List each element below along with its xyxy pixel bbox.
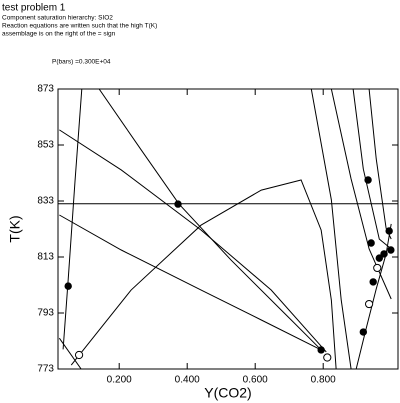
reaction-curve (310, 89, 352, 369)
invariant-point (369, 278, 377, 286)
x-tick-label: 0.400 (175, 375, 200, 386)
x-tick-label: 0.600 (243, 375, 268, 386)
invariant-point (373, 263, 382, 273)
annotation: P(bars) =0.300E+04 (52, 59, 111, 66)
subtitle: Reaction equations are written such that… (2, 23, 157, 30)
invariant-point (385, 227, 393, 235)
invariant-point (365, 299, 374, 309)
x-axis-label: Y(CO2) (204, 385, 251, 401)
reaction-curve (355, 223, 392, 369)
invariant-point (380, 250, 388, 258)
invariant-point (174, 200, 182, 208)
reaction-curve (70, 179, 337, 369)
y-tick-label: 873 (37, 84, 54, 95)
y-tick-label: 793 (37, 308, 54, 319)
reaction-curve (59, 214, 322, 351)
invariant-point (317, 346, 325, 354)
x-tick-label: 0.800 (311, 375, 336, 386)
invariant-point (64, 282, 72, 290)
y-tick-label: 813 (37, 252, 54, 263)
invariant-point (375, 254, 383, 262)
subtitle: assemblage is on the right of the = sign (2, 31, 116, 38)
invariant-point (367, 239, 375, 247)
y-tick-label: 853 (37, 140, 54, 151)
reaction-curve (62, 89, 83, 350)
reaction-curve (98, 89, 324, 353)
reaction-curve (58, 337, 82, 369)
x-tick-label: 0.200 (107, 375, 132, 386)
reaction-curve (59, 129, 327, 353)
y-tick-label: 773 (37, 364, 54, 375)
chart-title: test problem 1 (2, 3, 66, 14)
invariant-point (323, 353, 332, 362)
reaction-curve (352, 89, 392, 250)
subtitle: Component saturation hierarchy: SIO2 (2, 15, 113, 22)
invariant-point (387, 246, 395, 254)
y-tick-label: 833 (37, 196, 54, 207)
invariant-point (74, 350, 84, 360)
invariant-point (359, 328, 368, 336)
reaction-curve (368, 89, 392, 240)
plot-frame (57, 88, 399, 370)
invariant-point (364, 176, 372, 184)
y-axis-label: T(K) (7, 215, 23, 242)
